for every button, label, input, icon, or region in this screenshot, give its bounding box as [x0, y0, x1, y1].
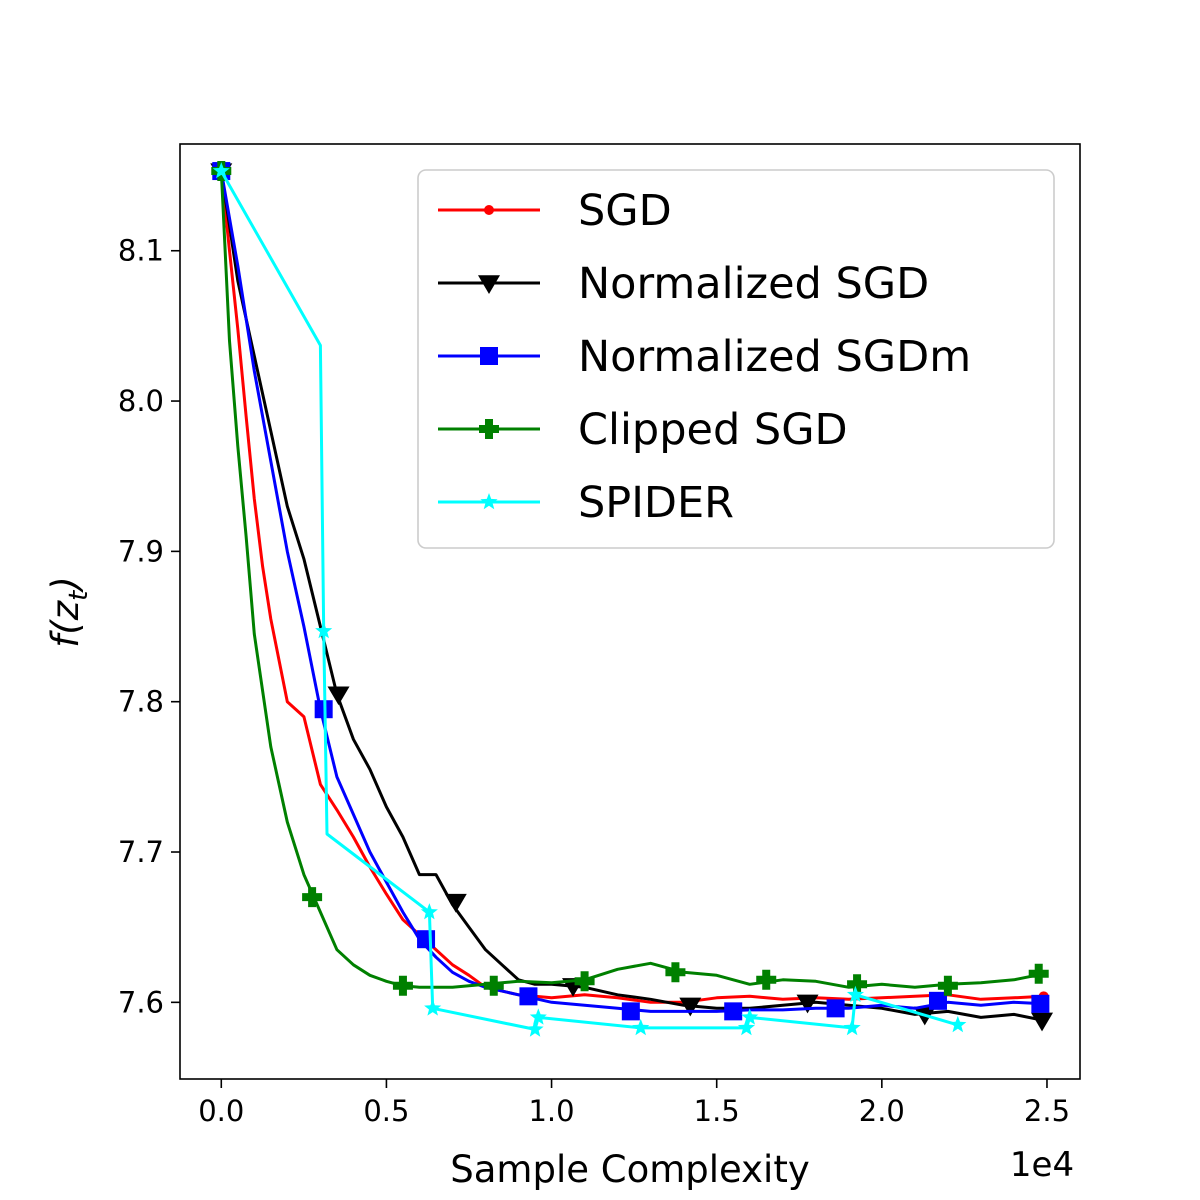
axes-frame [179, 143, 1081, 1080]
y-axis-label-close: ) [44, 576, 87, 593]
series-marker-clipped-sgd [1028, 963, 1049, 984]
y-axis-label-main: f(z [44, 599, 87, 647]
series-marker-normalized-sgdm [928, 991, 947, 1010]
series-marker-normalized-sgdm [621, 1002, 640, 1021]
series-marker-clipped-sgd [847, 974, 868, 995]
series-marker-spider [420, 903, 438, 920]
legend-swatch-marker [478, 275, 500, 294]
y-tick-label: 7.8 [118, 685, 164, 719]
series-line-sgd [219, 170, 1044, 1004]
series-line-normalized-sgdm [219, 170, 1044, 1013]
x-tick-label: 1.5 [694, 1094, 740, 1128]
series-marker-normalized-sgd [327, 686, 350, 706]
series-marker-spider [843, 1018, 861, 1036]
y-axis-label: f(zt) [44, 576, 94, 648]
series-marker-spider [949, 1015, 967, 1033]
legend-box [417, 169, 1055, 549]
series-marker-clipped-sgd [483, 975, 504, 996]
x-tick-label: 0.5 [363, 1094, 409, 1128]
series-marker-normalized-sgd [444, 893, 467, 913]
x-tick-label: 1.0 [528, 1094, 574, 1128]
x-axis-label: Sample Complexity [450, 1148, 809, 1191]
series-marker-spider [424, 999, 442, 1016]
x-tick-label: 2.5 [1024, 1094, 1070, 1128]
legend-entry-spider: SPIDER [438, 478, 734, 528]
series-marker-spider [741, 1008, 759, 1025]
series-marker-normalized-sgd [1031, 1012, 1054, 1032]
series-line-spider [219, 170, 959, 1031]
series-marker-spider [315, 622, 333, 639]
series-marker-spider [212, 162, 230, 179]
series-marker-clipped-sgd [665, 962, 686, 983]
series-marker-clipped-sgd [302, 887, 323, 908]
x-tick-label: 2.0 [859, 1094, 905, 1128]
legend: SGD Normalized SGD Normalized SGDm Clipped … [417, 169, 1055, 549]
series-marker-normalized-sgdm [1031, 994, 1050, 1013]
y-tick-label: 7.9 [118, 534, 164, 568]
legend-swatch-marker [480, 347, 498, 365]
legend-swatch-marker [480, 493, 498, 510]
y-tick-label: 7.7 [118, 835, 164, 869]
series-marker-clipped-sgd [392, 975, 413, 996]
series-marker-clipped-sgd [937, 975, 958, 996]
legend-entry-sgd: SGD [438, 186, 672, 236]
plot-area [210, 161, 1054, 1037]
legend-swatch-marker [484, 205, 494, 215]
series-marker-normalized-sgdm [519, 987, 538, 1006]
series-marker-spider [737, 1018, 755, 1036]
series-marker-spider [529, 1008, 547, 1025]
series-marker-normalized-sgd [679, 997, 702, 1017]
series-marker-clipped-sgd [574, 971, 595, 992]
legend-entry-clipped-sgd: Clipped SGD [438, 405, 848, 455]
legend-label: Normalized SGD [578, 259, 929, 309]
series-marker-normalized-sgd [796, 994, 819, 1014]
series-marker-normalized-sgdm [417, 930, 436, 949]
series-marker-spider [846, 985, 864, 1003]
legend-label: SPIDER [578, 478, 734, 528]
y-tick-label: 8.0 [118, 384, 164, 418]
svg-text:f(zt): f(zt) [44, 576, 94, 648]
legend-swatch-marker [479, 419, 499, 439]
series-marker-spider [526, 1020, 544, 1037]
legend-label: SGD [578, 186, 672, 236]
legend-entry-normalized-sgdm: Normalized SGDm [438, 332, 971, 382]
series-marker-spider [632, 1018, 650, 1036]
series-marker-clipped-sgd [756, 969, 777, 990]
legend-label: Clipped SGD [578, 405, 848, 455]
x-axis: 0.0 0.5 1.0 1.5 2.0 2.5 [198, 1079, 1070, 1128]
y-axis: 7.6 7.7 7.8 7.9 8.0 8.1 [118, 234, 180, 1019]
legend-entry-normalized-sgd: Normalized SGD [438, 259, 929, 309]
legend-label: Normalized SGDm [578, 332, 971, 382]
y-tick-label: 8.1 [118, 234, 164, 268]
x-tick-label: 0.0 [198, 1094, 244, 1128]
y-tick-label: 7.6 [118, 985, 164, 1019]
y-axis-label-sub: t [64, 590, 94, 601]
series-marker-normalized-sgdm [826, 999, 845, 1018]
series-marker-normalized-sgdm [724, 1002, 743, 1021]
x-axis-scale-label: 1e4 [1010, 1145, 1074, 1185]
series-spider [212, 162, 967, 1037]
